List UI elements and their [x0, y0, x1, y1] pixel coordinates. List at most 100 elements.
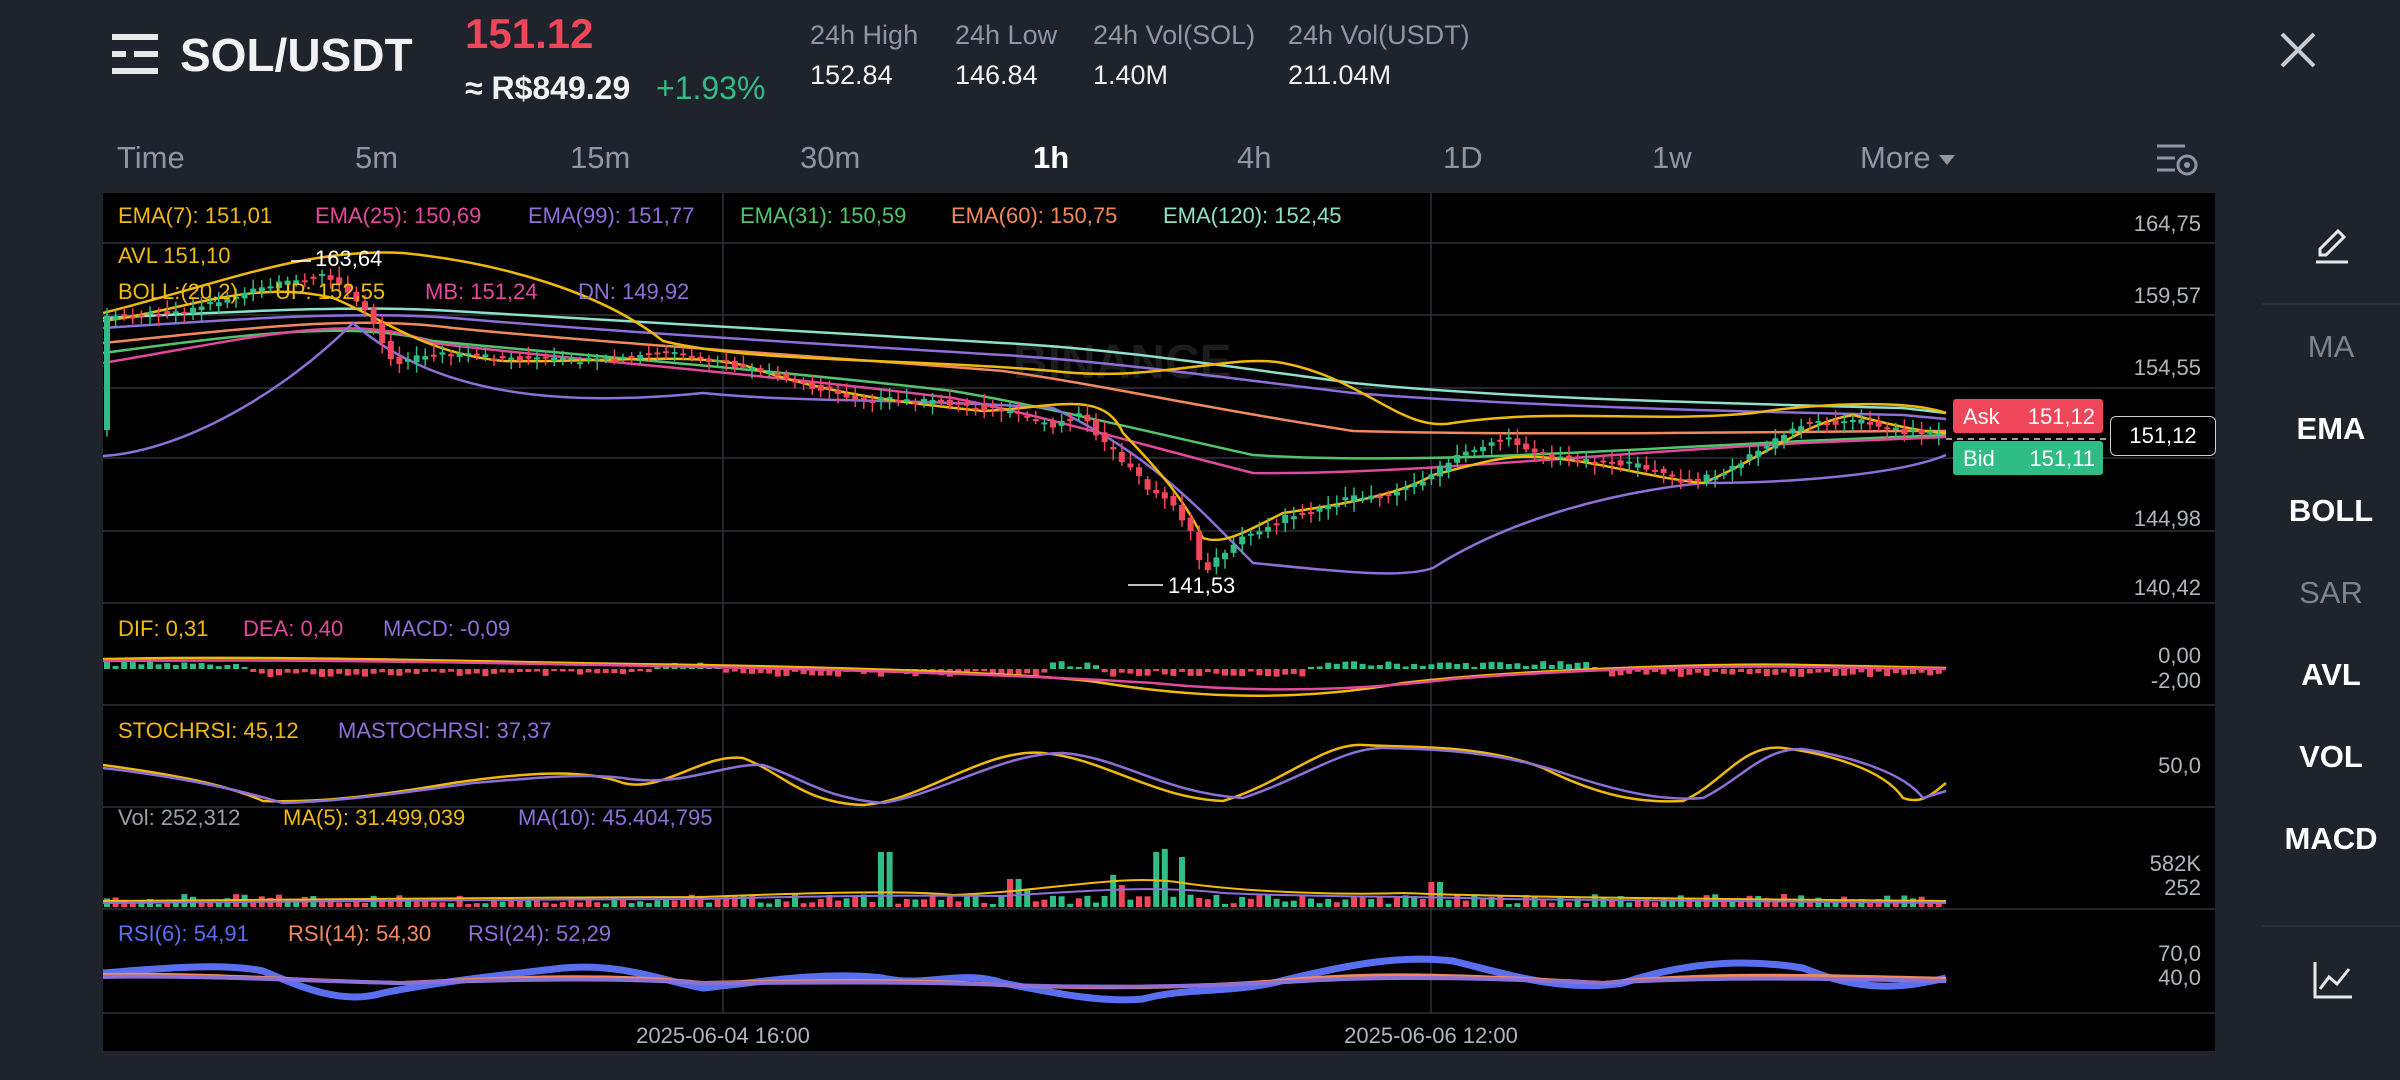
candle-body	[723, 360, 730, 363]
volume-bar	[731, 896, 738, 907]
volume-bar	[1497, 895, 1504, 907]
candle-body	[981, 404, 988, 411]
chart-settings-icon[interactable]	[2155, 140, 2199, 180]
volume-bar	[1634, 899, 1641, 907]
macd-bar	[1514, 663, 1521, 669]
current-price-tag: 151,12	[2110, 416, 2216, 456]
volume-bar	[1359, 896, 1366, 907]
tab-5m[interactable]: 5m	[355, 140, 399, 175]
volume-bar	[1566, 902, 1572, 907]
volume-bar	[706, 902, 712, 907]
macd-bar	[817, 669, 824, 676]
tab-more[interactable]: More	[1860, 140, 1955, 176]
volume-bar	[387, 899, 394, 907]
macd-bar	[1626, 669, 1633, 674]
indicator-macd[interactable]: MACD	[2284, 821, 2378, 856]
candle-body	[577, 362, 583, 365]
indicator-boll[interactable]: BOLL	[2288, 493, 2374, 528]
tab-1h[interactable]: 1h	[1033, 140, 1070, 175]
menu-icon[interactable]	[112, 32, 160, 76]
tab-1d[interactable]: 1D	[1443, 140, 1483, 175]
candle-body	[1196, 532, 1203, 561]
volume-bar	[1101, 895, 1108, 907]
macd-bar	[1110, 669, 1117, 677]
chart-canvas[interactable]: BINANCE EMA(7): 151,01 EMA(25): 150,69 E…	[103, 193, 2215, 1051]
macd-bar	[585, 669, 592, 673]
tab-4h[interactable]: 4h	[1237, 140, 1272, 175]
macd-bar	[1032, 669, 1039, 677]
macd-bar	[1084, 662, 1091, 669]
volume-bar	[568, 898, 575, 907]
macd-bar	[1256, 669, 1263, 676]
candle-body	[112, 315, 119, 321]
volume-bar	[344, 902, 351, 907]
volume-bar	[1015, 879, 1022, 907]
volume-bar	[921, 899, 927, 907]
tab-15m[interactable]: 15m	[570, 140, 631, 175]
candle-body	[1454, 454, 1461, 463]
indicator-vol[interactable]: VOL	[2299, 739, 2363, 774]
candle-body	[1170, 495, 1177, 506]
volume-bar	[680, 899, 687, 907]
y-tick: 159,57	[2134, 283, 2201, 308]
y-tick: 144,98	[2134, 506, 2201, 531]
volume-bar	[637, 901, 644, 907]
candle-body	[258, 287, 265, 292]
macd-bar	[430, 669, 437, 672]
candle-body	[774, 372, 781, 376]
candle-body	[439, 352, 446, 355]
candle-body	[1058, 420, 1065, 426]
vol-ma10-label: MA(10): 45.404,795	[518, 805, 712, 830]
ema-7-label: EMA(7): 151,01	[118, 203, 272, 228]
vol-tick: 582K	[2150, 851, 2202, 876]
tab-1w[interactable]: 1w	[1652, 140, 1692, 175]
close-icon[interactable]	[2278, 30, 2318, 70]
indicator-avl[interactable]: AVL	[2301, 657, 2361, 692]
macd-tick: 0,00	[2158, 643, 2201, 668]
volume-bar	[1643, 898, 1650, 907]
macd-bar	[224, 665, 231, 669]
x-tick: 2025-06-06 12:00	[1344, 1023, 1518, 1048]
pencil-icon[interactable]	[2312, 225, 2352, 265]
candle-body	[456, 352, 463, 357]
volume-bar	[860, 894, 867, 907]
macd-bar	[1187, 669, 1194, 676]
macd-bar	[749, 669, 755, 674]
macd-bar	[1144, 669, 1151, 676]
macd-bar	[1136, 669, 1142, 676]
macd-bar	[164, 663, 171, 669]
macd-bar	[1574, 662, 1581, 669]
macd-bar	[559, 669, 566, 672]
candle-body	[1368, 495, 1375, 500]
macd-bar	[1222, 669, 1228, 676]
indicator-sar[interactable]: SAR	[2299, 575, 2363, 610]
tab-time[interactable]: Time	[117, 140, 185, 175]
candle-body	[293, 280, 300, 284]
indicator-ma[interactable]: MA	[2307, 329, 2355, 364]
candle-body	[284, 280, 291, 285]
indicator-settings-icon[interactable]	[2312, 959, 2354, 1001]
indicator-ema[interactable]: EMA	[2296, 411, 2366, 446]
volume-bar	[886, 852, 893, 907]
candle-body	[1402, 487, 1409, 490]
macd-bar	[344, 669, 351, 676]
macd-bar	[972, 669, 979, 672]
pair-title[interactable]: SOL/USDT	[180, 29, 413, 81]
tab-30m[interactable]: 30m	[800, 140, 861, 175]
avl-label: AVL 151,10	[118, 243, 231, 268]
chart-area[interactable]: BINANCE EMA(7): 151,01 EMA(25): 150,69 E…	[103, 193, 2215, 1051]
candle-body	[1050, 420, 1056, 428]
stochrsi-label: STOCHRSI: 45,12	[118, 718, 299, 743]
volume-bar	[989, 903, 996, 907]
macd-bar	[1875, 669, 1882, 672]
candle-body	[1376, 496, 1383, 499]
candle-body	[1153, 489, 1160, 494]
volume-bar	[1471, 894, 1478, 907]
volume-bar	[198, 901, 205, 907]
macd-bar	[1419, 665, 1426, 669]
boll-dn-line	[103, 321, 1947, 575]
volume-bar	[1609, 900, 1615, 907]
candle-body	[1471, 450, 1478, 453]
candle-body	[516, 356, 523, 361]
volume-bar	[1256, 895, 1263, 907]
